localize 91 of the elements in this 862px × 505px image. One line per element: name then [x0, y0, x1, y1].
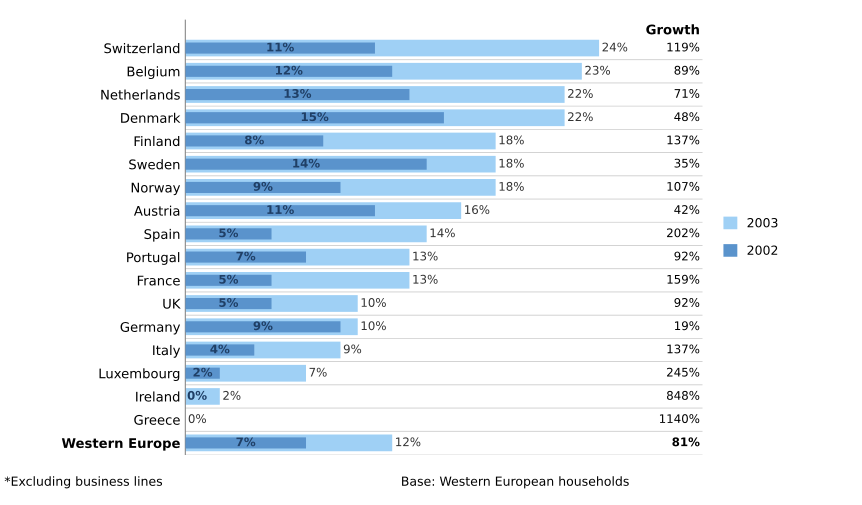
text: 137% — [667, 135, 700, 144]
y-tick-label: Spain — [144, 228, 180, 242]
data-label: 0% — [188, 414, 206, 424]
y-tick-label: Denmark — [121, 112, 180, 123]
text: Growth — [646, 24, 699, 34]
text: 848% — [666, 390, 700, 400]
data-label: 23% — [585, 66, 610, 75]
data-label: 11% — [267, 42, 294, 52]
y-tick-label: Norway — [132, 182, 180, 196]
data-label: 5% — [219, 228, 238, 238]
text: 48% — [674, 112, 700, 122]
bar — [185, 274, 272, 286]
text: 92% — [674, 298, 700, 307]
bar — [185, 321, 340, 332]
y-tick-label: UK — [163, 298, 181, 309]
data-label: 4% — [210, 344, 230, 354]
y-tick-label: Germany — [120, 322, 180, 335]
data-label: 24% — [602, 42, 628, 52]
y-tick-label: Sweden — [129, 159, 180, 170]
data-label: 13% — [284, 89, 312, 98]
data-label: 5% — [219, 274, 238, 284]
data-label: 18% — [500, 158, 524, 168]
data-label: 7% — [236, 437, 256, 446]
bar — [185, 182, 340, 193]
data-label: 5% — [219, 298, 238, 307]
y-tick-label: Italy — [153, 344, 180, 358]
text: 19% — [675, 321, 700, 330]
data-label: 0% — [188, 390, 207, 400]
data-label: 8% — [244, 135, 264, 144]
data-label: 15% — [302, 112, 328, 122]
y-tick-label: Belgium — [128, 66, 180, 80]
legend-label: 2003 — [748, 218, 778, 228]
text: 137% — [667, 344, 700, 354]
y-tick-label: Portugal — [127, 252, 180, 265]
y-tick-label: Greece — [134, 414, 180, 425]
y-tick-label: Luxembourg — [100, 368, 180, 381]
bar — [185, 135, 324, 147]
bar — [185, 298, 272, 310]
text: 159% — [667, 274, 700, 284]
bar — [185, 437, 306, 448]
data-label: 12% — [276, 66, 303, 75]
text: *Excluding business lines — [4, 476, 162, 488]
data-label: 14% — [430, 228, 455, 238]
data-label: 18% — [500, 182, 524, 191]
bar — [185, 205, 375, 216]
data-label: 13% — [413, 274, 438, 284]
data-label: 11% — [267, 205, 294, 214]
bar — [185, 42, 375, 54]
text: 202% — [667, 228, 700, 238]
data-label: 9% — [254, 182, 273, 191]
data-label: 18% — [500, 135, 524, 144]
text: 107% — [667, 182, 700, 191]
data-label: 2% — [223, 390, 240, 400]
legend-label: 2002 — [748, 245, 778, 255]
data-label: 10% — [362, 321, 386, 330]
text: 245% — [667, 368, 700, 377]
data-label: 12% — [396, 437, 420, 446]
bar — [185, 88, 410, 100]
y-tick-label: France — [138, 276, 180, 286]
data-label: 7% — [236, 252, 256, 261]
y-tick-label: Western Europe — [62, 438, 180, 451]
bar — [185, 158, 427, 170]
data-label: 13% — [413, 252, 438, 261]
bar — [185, 112, 444, 124]
text: 35% — [674, 158, 700, 168]
data-label: 22% — [568, 112, 593, 122]
data-label: 9% — [254, 321, 273, 330]
y-tick-label: Switzerland — [104, 43, 180, 54]
data-label: 10% — [362, 298, 386, 307]
data-label: 22% — [568, 89, 593, 98]
data-label: 14% — [293, 158, 320, 168]
bar — [185, 252, 306, 263]
data-label: 9% — [344, 344, 362, 354]
text: 92% — [674, 252, 700, 261]
text: Base: Western European households — [402, 476, 629, 488]
text: 42% — [674, 205, 700, 214]
y-tick-label: Austria — [134, 206, 180, 216]
y-tick-label: Ireland — [136, 391, 180, 402]
text: 119% — [667, 42, 700, 52]
text: 71% — [674, 89, 700, 98]
y-tick-label: Netherlands — [101, 90, 180, 100]
data-label: 2% — [193, 368, 212, 377]
bar — [185, 66, 392, 77]
text: 89% — [674, 66, 700, 75]
text: 1140% — [660, 414, 700, 424]
data-label: 7% — [310, 368, 327, 377]
text: 81% — [672, 437, 700, 446]
data-label: 16% — [465, 205, 490, 214]
bar — [185, 344, 254, 356]
y-tick-label: Finland — [134, 136, 180, 146]
bar — [185, 228, 272, 240]
